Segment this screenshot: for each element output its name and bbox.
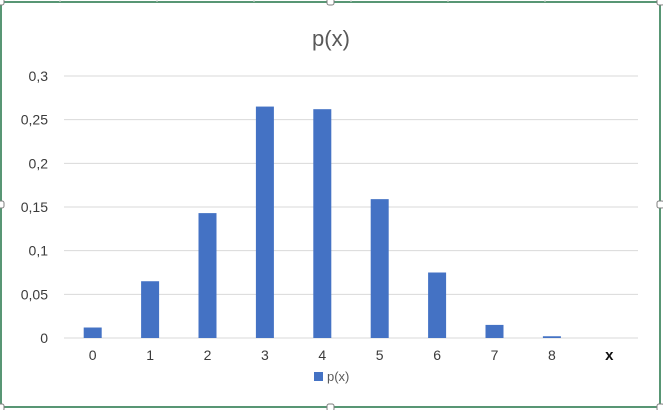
bar-4[interactable] [313, 109, 332, 338]
x-tick-label: 1 [146, 347, 154, 363]
bar-3[interactable] [255, 106, 274, 338]
x-tick-label: 6 [433, 347, 441, 363]
y-tick-label: 0,1 [29, 243, 49, 259]
bar-0[interactable] [83, 327, 102, 338]
chart-title[interactable]: p(x) [312, 26, 350, 51]
resize-handle-bottom[interactable] [326, 403, 335, 410]
x-tick-label: 0 [89, 347, 97, 363]
bar-1[interactable] [141, 281, 160, 338]
y-axis-tick-labels: 0 0,05 0,1 0,15 0,2 0,25 0,3 [21, 68, 48, 346]
x-tick-label: 4 [318, 347, 326, 363]
gridlines [64, 75, 638, 339]
legend-label: p(x) [327, 369, 349, 384]
bar-7[interactable] [485, 324, 504, 338]
legend[interactable]: p(x) [314, 369, 349, 384]
resize-handle-top-right[interactable] [656, 0, 663, 6]
y-tick-label: 0,2 [29, 155, 49, 171]
x-tick-label: 8 [548, 347, 556, 363]
y-tick-label: 0 [40, 330, 48, 346]
resize-handle-top-left[interactable] [0, 0, 5, 6]
y-tick-label: 0,3 [29, 68, 49, 84]
x-tick-label: 7 [491, 347, 499, 363]
y-tick-label: 0,15 [21, 199, 48, 215]
bar-6[interactable] [428, 272, 447, 339]
bar-5[interactable] [370, 199, 389, 338]
y-tick-label: 0,05 [21, 286, 48, 302]
resize-handle-bottom-left[interactable] [0, 403, 5, 410]
sheet-gridlines [59, 0, 546, 2]
x-axis-tick-labels: 0 1 2 3 4 5 6 7 8 x [89, 347, 614, 364]
y-tick-label: 0,25 [21, 112, 48, 128]
x-tick-label: x [605, 347, 614, 364]
bar-2[interactable] [198, 213, 217, 338]
resize-handle-left[interactable] [0, 200, 5, 209]
bars[interactable] [83, 106, 561, 339]
x-tick-label: 3 [261, 347, 269, 363]
bar-8[interactable] [542, 336, 561, 338]
x-tick-label: 5 [376, 347, 384, 363]
x-tick-label: 2 [204, 347, 212, 363]
resize-handle-right[interactable] [656, 200, 663, 209]
legend-swatch [314, 372, 323, 381]
resize-handle-bottom-right[interactable] [656, 403, 663, 410]
resize-handle-top[interactable] [326, 0, 335, 6]
